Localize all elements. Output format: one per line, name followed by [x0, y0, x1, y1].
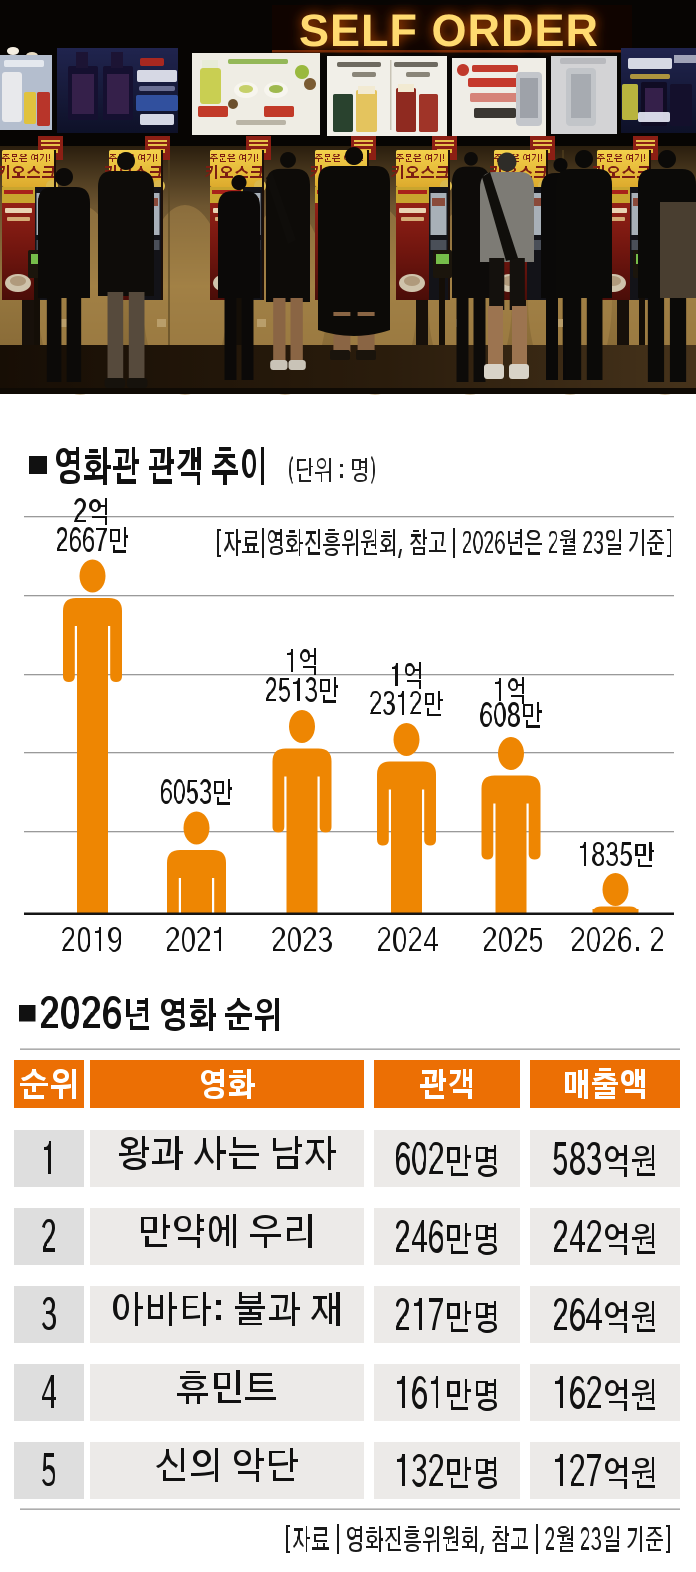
svg-text:SELF ORDER: SELF ORDER — [299, 5, 599, 56]
